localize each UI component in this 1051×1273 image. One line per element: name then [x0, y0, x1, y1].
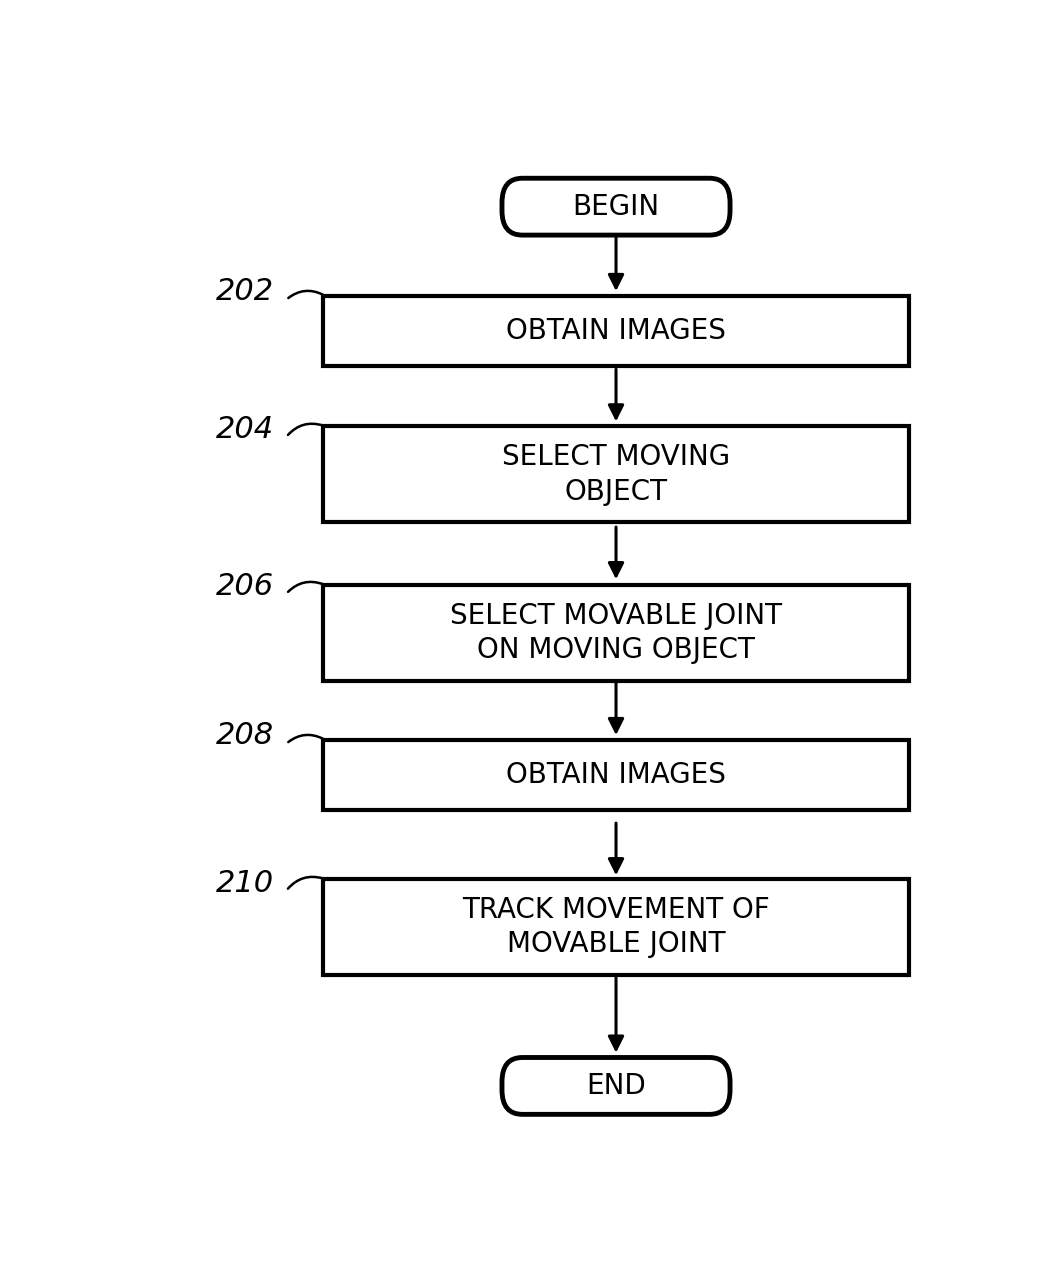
FancyBboxPatch shape [323, 295, 909, 367]
Text: SELECT MOVING
OBJECT: SELECT MOVING OBJECT [502, 443, 730, 505]
FancyBboxPatch shape [502, 1058, 730, 1114]
Text: BEGIN: BEGIN [573, 192, 660, 220]
Text: 210: 210 [215, 868, 274, 897]
Text: OBTAIN IMAGES: OBTAIN IMAGES [507, 317, 726, 345]
Text: SELECT MOVABLE JOINT
ON MOVING OBJECT: SELECT MOVABLE JOINT ON MOVING OBJECT [450, 602, 782, 665]
Text: TRACK MOVEMENT OF
MOVABLE JOINT: TRACK MOVEMENT OF MOVABLE JOINT [462, 896, 770, 959]
Text: 208: 208 [215, 722, 274, 751]
Text: END: END [586, 1072, 646, 1100]
FancyBboxPatch shape [323, 586, 909, 681]
FancyBboxPatch shape [323, 740, 909, 811]
FancyBboxPatch shape [502, 178, 730, 236]
Text: 202: 202 [215, 278, 274, 307]
FancyBboxPatch shape [323, 880, 909, 975]
Text: 206: 206 [215, 572, 274, 601]
Text: OBTAIN IMAGES: OBTAIN IMAGES [507, 761, 726, 789]
FancyBboxPatch shape [323, 426, 909, 522]
Text: 204: 204 [215, 415, 274, 444]
